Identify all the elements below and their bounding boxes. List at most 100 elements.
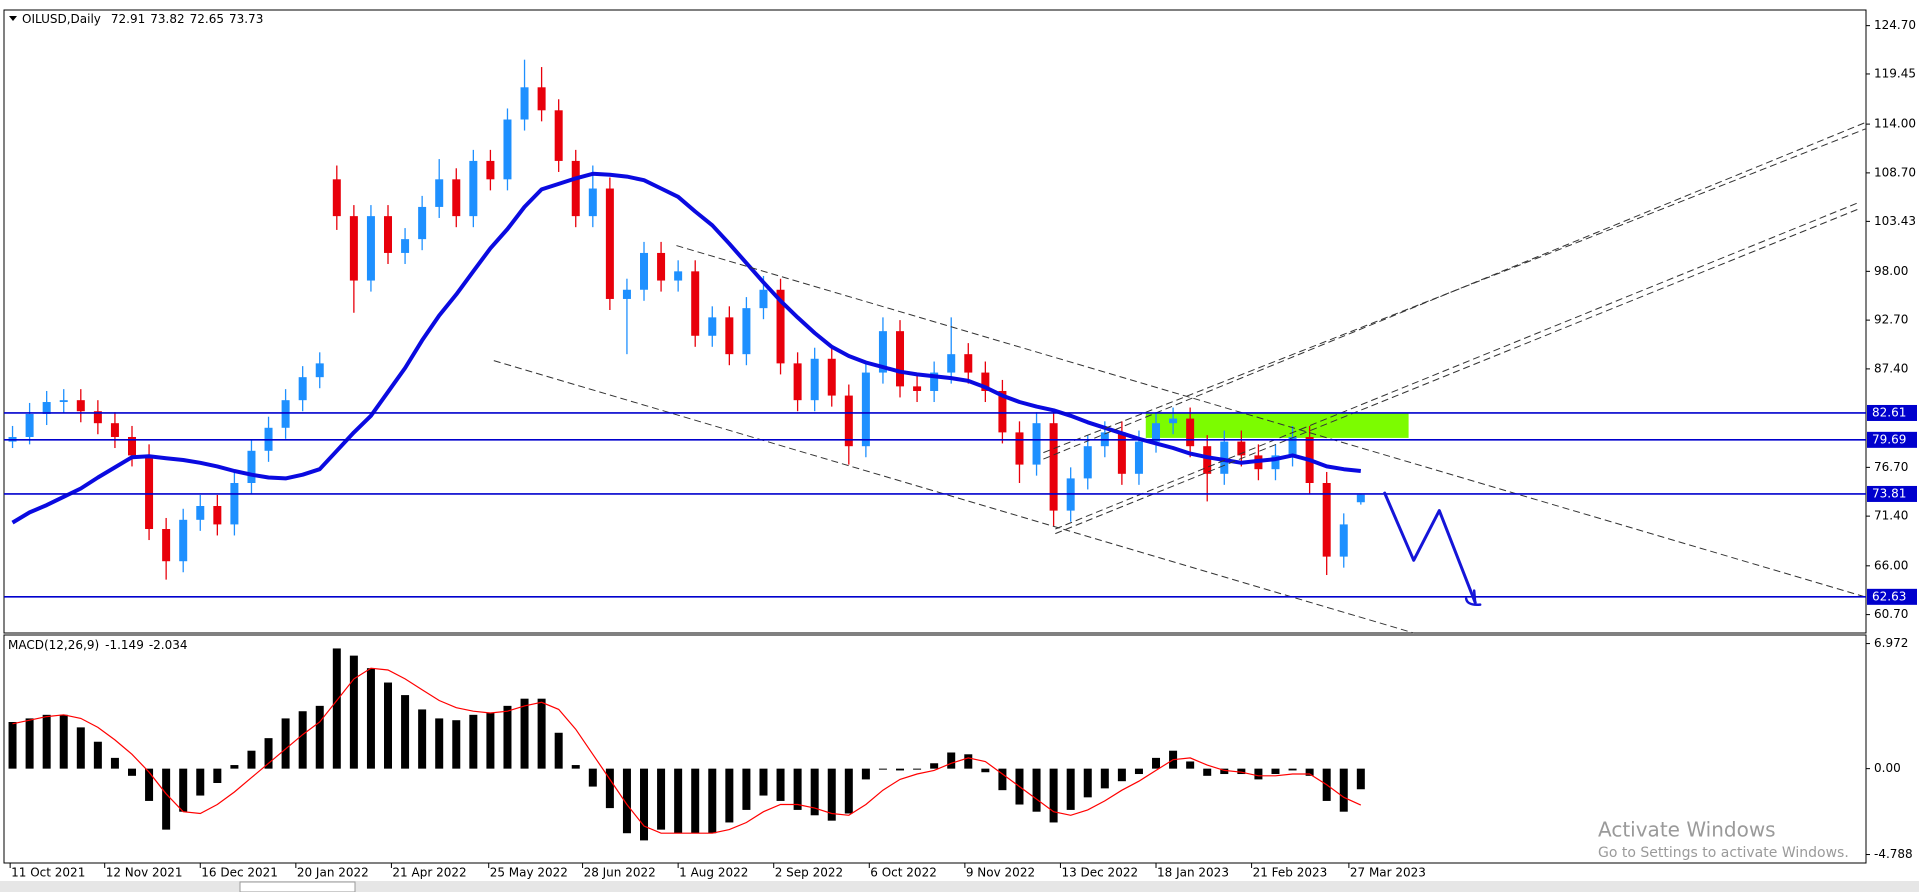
macd-bar — [366, 668, 375, 769]
candle-body — [76, 400, 85, 412]
macd-bar — [281, 718, 290, 769]
macd-bar — [896, 768, 905, 771]
x-tick-label: 9 Nov 2022 — [966, 866, 1035, 880]
candle-body — [588, 188, 597, 217]
candle-body — [469, 160, 478, 217]
x-tick-label: 20 Jan 2022 — [297, 866, 369, 880]
macd-bar — [964, 754, 973, 769]
candle-body — [776, 289, 785, 364]
macd-bar — [947, 752, 956, 769]
candle-body — [1015, 432, 1024, 465]
macd-bar — [930, 763, 939, 769]
candle-body — [1152, 423, 1161, 442]
candle-body — [981, 372, 990, 391]
candle-body — [571, 160, 580, 217]
candle-body — [1203, 446, 1212, 474]
candle-body — [145, 455, 154, 530]
candle-body — [810, 358, 819, 401]
level-label-box — [1867, 431, 1917, 448]
x-tick-label: 13 Dec 2022 — [1061, 866, 1138, 880]
macd-bar — [76, 727, 85, 769]
candle-body — [366, 216, 375, 281]
candle-body — [59, 400, 68, 403]
y-tick-label: 66.00 — [1874, 558, 1908, 572]
y-tick-label: 0.00 — [1874, 761, 1901, 775]
x-tick-label: 2 Sep 2022 — [775, 866, 843, 880]
macd-bar — [298, 711, 307, 769]
candle-body — [674, 271, 683, 281]
y-tick-label: 87.40 — [1874, 361, 1908, 375]
macd-bar — [230, 765, 239, 769]
tab[interactable] — [239, 881, 356, 892]
candle-body — [657, 252, 666, 281]
x-tick-label: 21 Apr 2022 — [392, 866, 466, 880]
macd-bar — [742, 768, 751, 810]
candle-body — [1169, 418, 1178, 424]
macd-bar — [179, 768, 188, 812]
macd-bar — [759, 768, 768, 796]
low: 72.65 — [190, 12, 224, 26]
candle-body — [1134, 441, 1143, 474]
level-label-box — [1867, 485, 1917, 502]
tab-strip — [0, 881, 1919, 892]
x-tick-label: 11 Oct 2021 — [11, 866, 85, 880]
candle-body — [878, 331, 887, 373]
macd-bar — [981, 768, 990, 773]
macd-bar — [691, 768, 700, 834]
candle-body — [128, 436, 137, 456]
candle-body — [110, 423, 119, 437]
macd-bar — [1100, 768, 1109, 789]
macd-bar — [162, 768, 171, 830]
macd-bar — [1032, 768, 1041, 812]
x-tick-label: 18 Jan 2023 — [1157, 866, 1229, 880]
macd-bar — [401, 695, 410, 769]
collapse-icon[interactable] — [9, 16, 17, 21]
level-label: 73.81 — [1872, 486, 1906, 500]
projection-path — [1383, 491, 1477, 605]
macd-bar — [913, 768, 922, 770]
macd-bar — [1305, 768, 1314, 776]
trendline — [493, 360, 1414, 634]
candle-body — [947, 354, 956, 373]
macd-bar — [110, 757, 119, 769]
candle-body — [315, 363, 324, 378]
macd-bar — [520, 698, 529, 769]
macd-bar — [1220, 768, 1229, 775]
macd-bar — [503, 705, 512, 769]
y-tick-label: 124.70 — [1874, 18, 1916, 32]
candle-body — [486, 160, 495, 180]
x-tick-label: 28 Jun 2022 — [584, 866, 656, 880]
macd-bar — [1288, 768, 1297, 771]
macd-bar — [827, 768, 836, 821]
macd-bar — [571, 765, 580, 769]
projection-arrowhead — [1464, 589, 1482, 607]
close: 73.73 — [229, 12, 263, 26]
macd-bar — [1203, 768, 1212, 776]
candle-body — [1083, 446, 1092, 479]
candle-body — [622, 289, 631, 299]
candle-body — [401, 239, 410, 253]
macd-bar — [128, 768, 137, 776]
level-label-box — [1867, 404, 1917, 421]
candle-body — [435, 179, 444, 207]
candle-body — [332, 179, 341, 217]
candle-body — [281, 400, 290, 428]
x-tick-label: 6 Oct 2022 — [870, 866, 937, 880]
candle-body — [554, 110, 563, 161]
candle-body — [537, 87, 546, 111]
macd-bar — [657, 768, 666, 830]
y-tick-label: 76.70 — [1874, 460, 1908, 474]
candle-body — [640, 252, 649, 290]
macd-bar — [59, 714, 68, 769]
candle-body — [844, 395, 853, 447]
watermark-subtitle: Go to Settings to activate Windows. — [1598, 845, 1849, 861]
macd-bar — [1186, 761, 1195, 769]
macd-title: MACD(12,26,9) — [8, 638, 99, 652]
macd-bar — [25, 718, 34, 769]
macd-bar — [1049, 768, 1058, 823]
candle-body — [793, 363, 802, 401]
candle-body — [930, 372, 939, 391]
macd-bar — [93, 741, 102, 769]
trendline — [1043, 128, 1867, 454]
candle-body — [1271, 455, 1280, 470]
